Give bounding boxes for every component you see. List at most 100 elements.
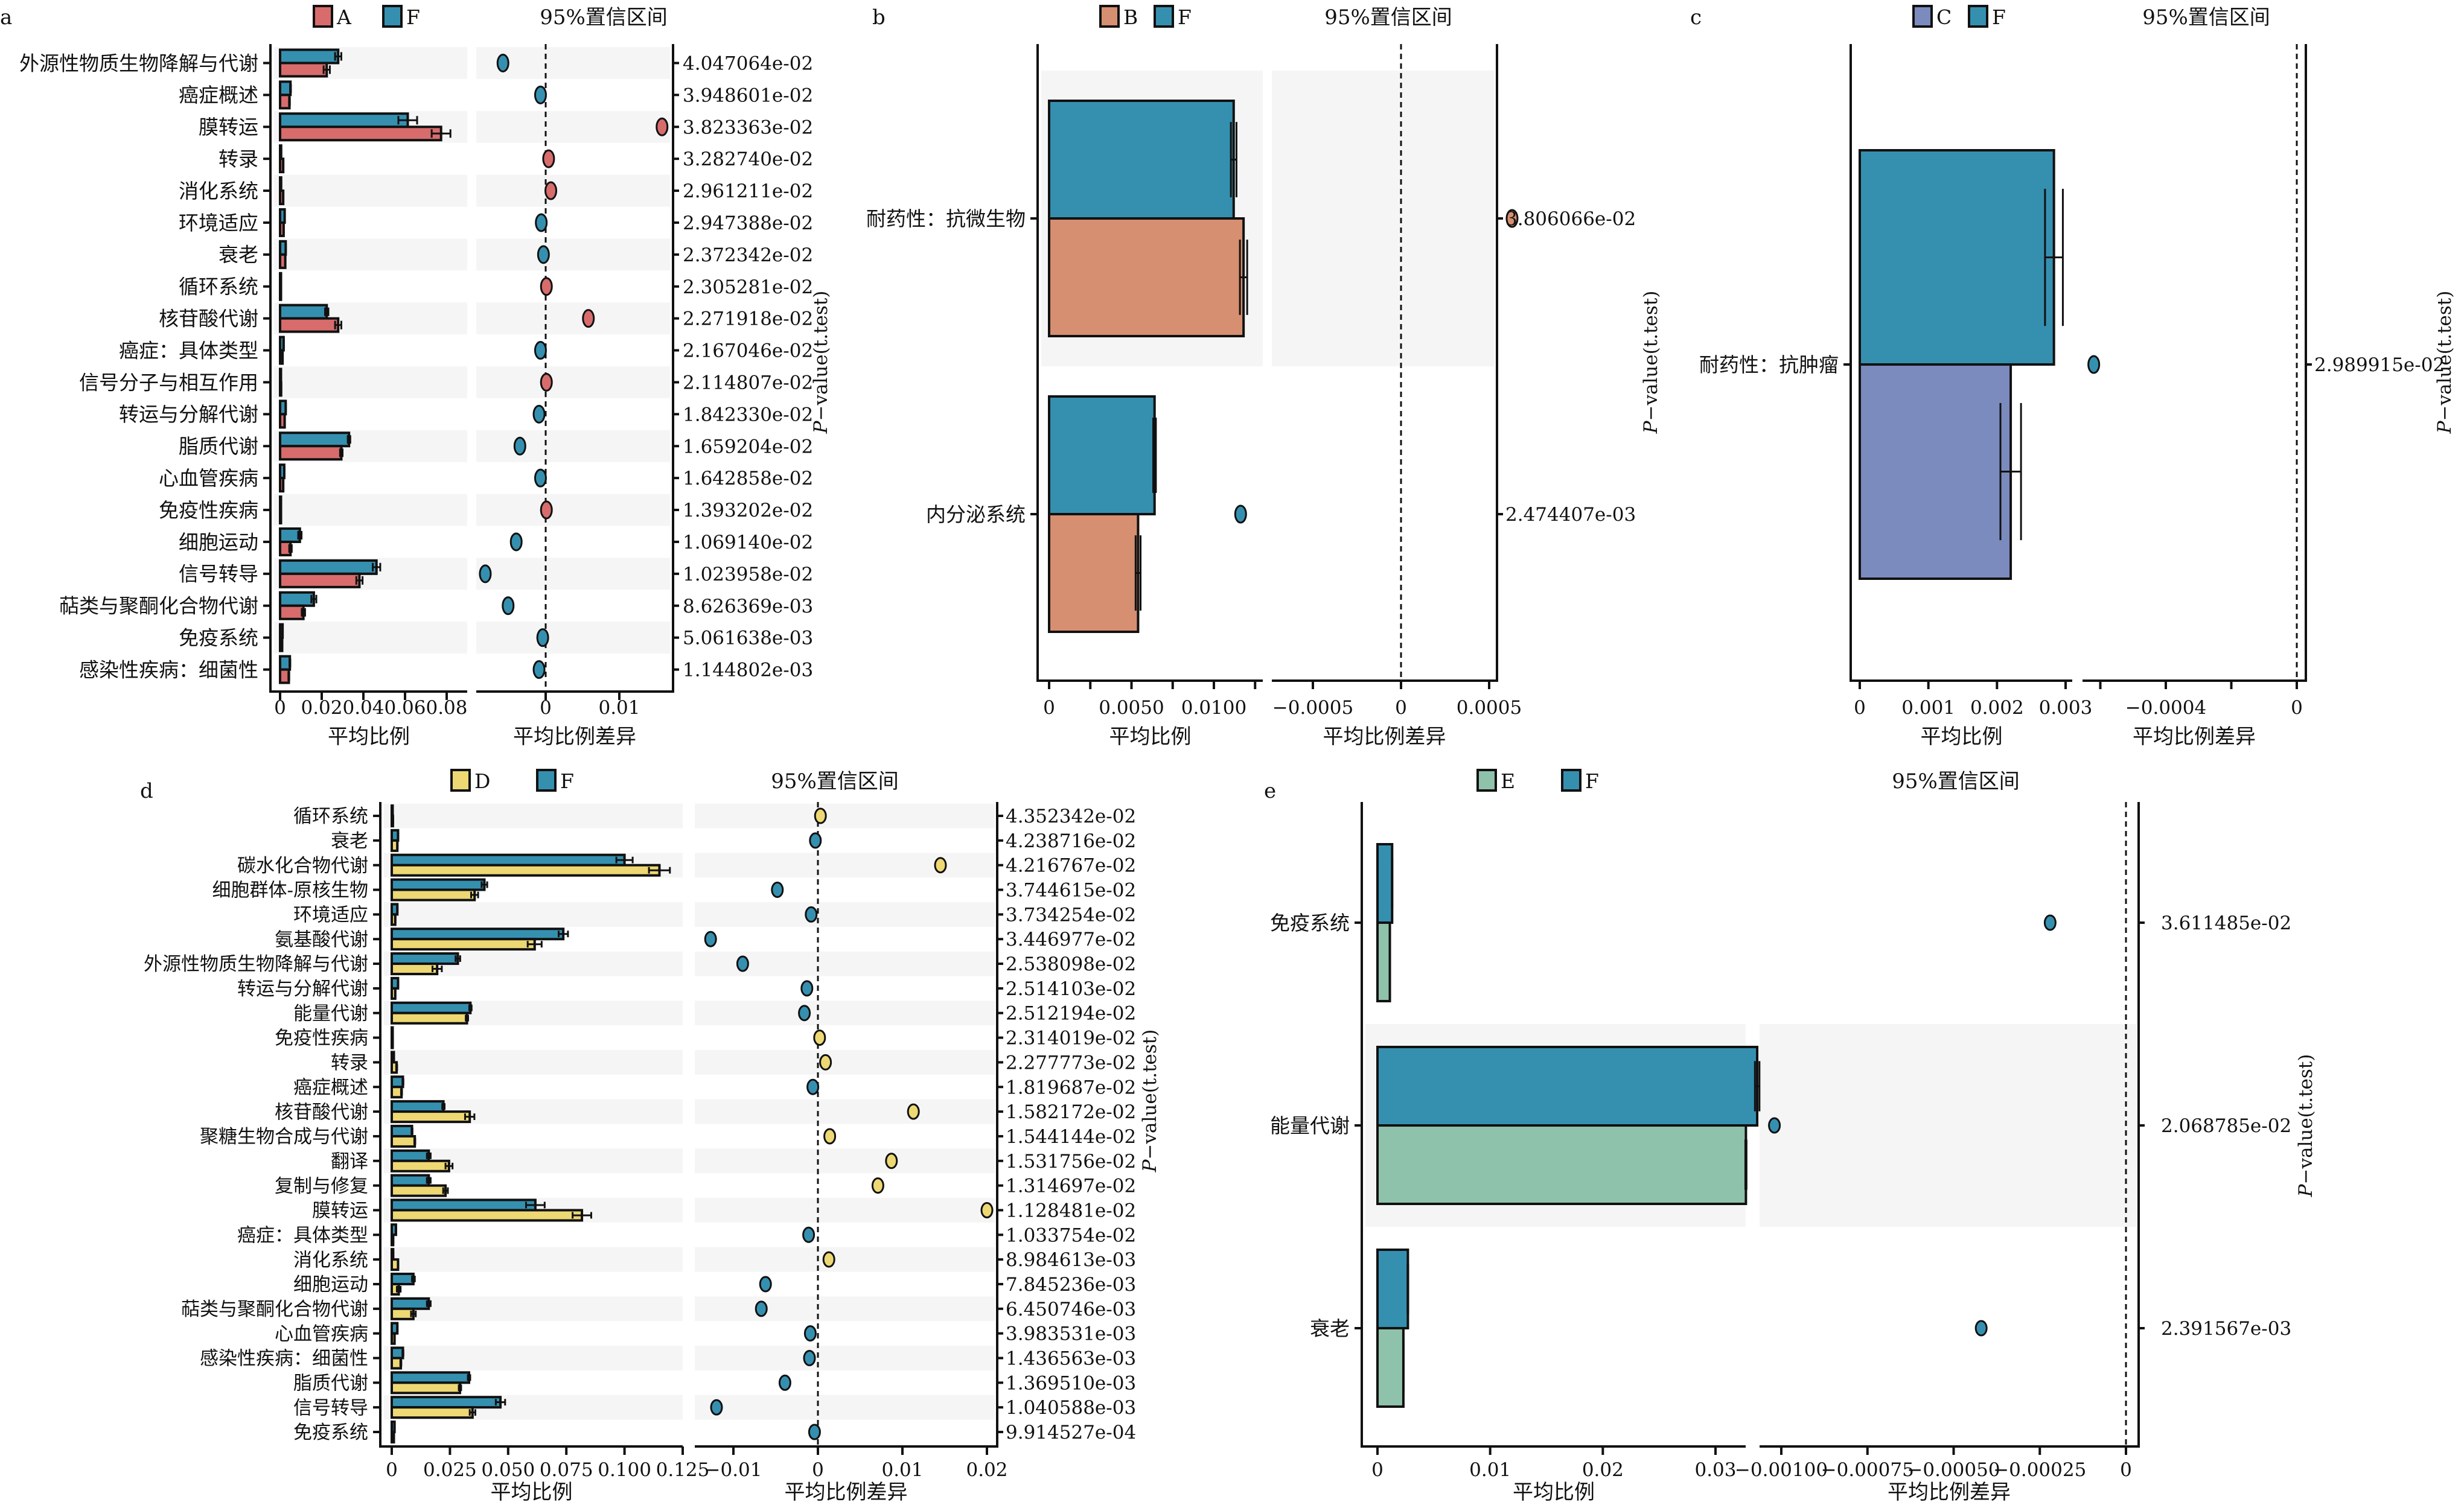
bar-D xyxy=(391,1110,471,1124)
pvalue-axis-title-rest: −value(t.test) xyxy=(2295,1054,2317,1185)
category-label: 能量代谢 xyxy=(293,1003,368,1025)
legend-swatch-F xyxy=(382,5,403,28)
errorbar-E xyxy=(1744,1139,1747,1190)
bar-F xyxy=(279,304,328,320)
bar-D xyxy=(391,962,439,976)
ci-header: 95%置信区间 xyxy=(1892,769,2020,794)
category-label: 消化系统 xyxy=(293,1249,368,1271)
ci-header: 95%置信区间 xyxy=(540,5,668,30)
bar-F xyxy=(391,1272,415,1285)
errorbar-F xyxy=(557,931,569,938)
legend-swatch-F xyxy=(536,769,557,792)
pvalue-label: 1.144802e-03 xyxy=(683,660,813,681)
pvalue-label: 2.512194e-02 xyxy=(1006,1003,1136,1025)
row-shade-diff xyxy=(695,1395,995,1420)
bar-F xyxy=(279,48,340,65)
legend-swatch-F xyxy=(1561,769,1581,792)
x-tick-label: 0 xyxy=(386,1459,398,1481)
pvalue-label: 4.238716e-02 xyxy=(1006,830,1136,852)
row-shade-bars xyxy=(384,1050,683,1075)
diff-axis-title: 平均比例差异 xyxy=(2133,725,2256,749)
x-tick-label: 0.04 xyxy=(342,697,384,719)
diff-point xyxy=(907,1103,920,1120)
pvalue-axis-title-p: P xyxy=(2434,420,2456,434)
diff-point xyxy=(710,1399,723,1416)
diff-point xyxy=(534,85,547,104)
pvalue-axis-title-p: P xyxy=(1640,420,1662,434)
pvalue-label: 2.305281e-02 xyxy=(683,276,813,298)
bar-D xyxy=(391,1209,584,1222)
pvalue-label: 3.734254e-02 xyxy=(1006,904,1136,926)
errorbar-F xyxy=(494,1399,506,1406)
pvalue-label: 3.948601e-02 xyxy=(683,84,813,106)
errorbar-A xyxy=(288,544,293,553)
pvalue-label: 4.216767e-02 xyxy=(1006,855,1136,877)
diff-x-tick-label: −0.01 xyxy=(705,1459,762,1481)
errorbar-F xyxy=(310,594,318,603)
category-label: 膜转运 xyxy=(199,115,258,139)
diff-x-tick-label: 0 xyxy=(1395,697,1407,719)
errorbar-D xyxy=(458,1384,462,1392)
row-shade-diff xyxy=(476,558,671,590)
category-label: 信号转导 xyxy=(179,562,258,586)
row-shade-diff xyxy=(695,1099,995,1124)
row-shade-diff xyxy=(695,1247,995,1272)
diff-point xyxy=(532,660,546,679)
x-tick-label: 0 xyxy=(1854,697,1866,719)
pvalue-label: 2.271918e-02 xyxy=(683,308,813,330)
pvalue-axis-title-p: P xyxy=(810,420,832,434)
errorbar-F xyxy=(297,530,303,539)
diff-point xyxy=(736,955,749,972)
bar-A xyxy=(279,62,328,78)
diff-point xyxy=(823,1128,837,1145)
errorbar-D xyxy=(648,867,671,874)
diff-point xyxy=(755,1300,768,1317)
bar-F xyxy=(1376,1249,1409,1329)
errorbar-E xyxy=(1402,1342,1405,1393)
pvalue-label: 8.626369e-03 xyxy=(683,596,813,617)
legend-label-B: B xyxy=(1123,5,1138,29)
pvalue-label: 1.436563e-03 xyxy=(1006,1348,1136,1370)
pvalue-label: 2.391567e-03 xyxy=(2161,1318,2291,1340)
errorbar-D xyxy=(410,1310,417,1317)
diff-point xyxy=(532,404,546,424)
pvalue-axis-title-rest: −value(t.test) xyxy=(1640,291,1662,421)
diff-point xyxy=(540,372,553,392)
category-label: 免疫系统 xyxy=(1270,911,1350,935)
diff-x-tick-label: 0.01 xyxy=(881,1459,923,1481)
pvalue-label: 3.446977e-02 xyxy=(1006,929,1136,950)
bar-D xyxy=(391,1307,415,1320)
category-label: 心血管疾病 xyxy=(275,1323,368,1345)
bar-axis xyxy=(1361,802,1746,1448)
bar-A xyxy=(279,94,291,110)
bar-A xyxy=(279,126,442,142)
diff-point xyxy=(885,1153,898,1169)
x-axis-title: 平均比例 xyxy=(1921,725,2003,749)
errorbar-F xyxy=(324,307,330,316)
x-tick-label: 0.01 xyxy=(1469,1459,1511,1481)
bar-F xyxy=(391,928,565,941)
diff-axis xyxy=(695,802,998,1448)
errorbar-F xyxy=(426,1152,432,1159)
diff-x-tick-label: 0 xyxy=(812,1459,824,1481)
errorbar-A xyxy=(301,608,306,617)
bar-F xyxy=(1859,149,2055,366)
x-tick-label: 0.06 xyxy=(384,697,426,719)
bar-F xyxy=(391,1124,413,1138)
row-shade-diff xyxy=(695,1001,995,1026)
row-shade-bars xyxy=(274,494,467,526)
legend-swatch-F xyxy=(1968,5,1988,28)
diff-axis-title: 平均比例差异 xyxy=(1888,1480,2011,1504)
bar-F xyxy=(1048,100,1235,220)
errorbar-F xyxy=(396,906,399,913)
bar-A xyxy=(279,445,343,461)
x-tick-label: 0.02 xyxy=(301,697,342,719)
panel-letter: a xyxy=(0,5,12,30)
errorbar-D xyxy=(470,891,479,899)
category-label: 脂质代谢 xyxy=(293,1373,368,1395)
row-shade-bars xyxy=(274,174,467,207)
category-label: 免疫性疾病 xyxy=(159,498,258,522)
row-shade-bars xyxy=(384,1247,683,1272)
diff-x-tick-label: −0.0004 xyxy=(2125,697,2206,719)
